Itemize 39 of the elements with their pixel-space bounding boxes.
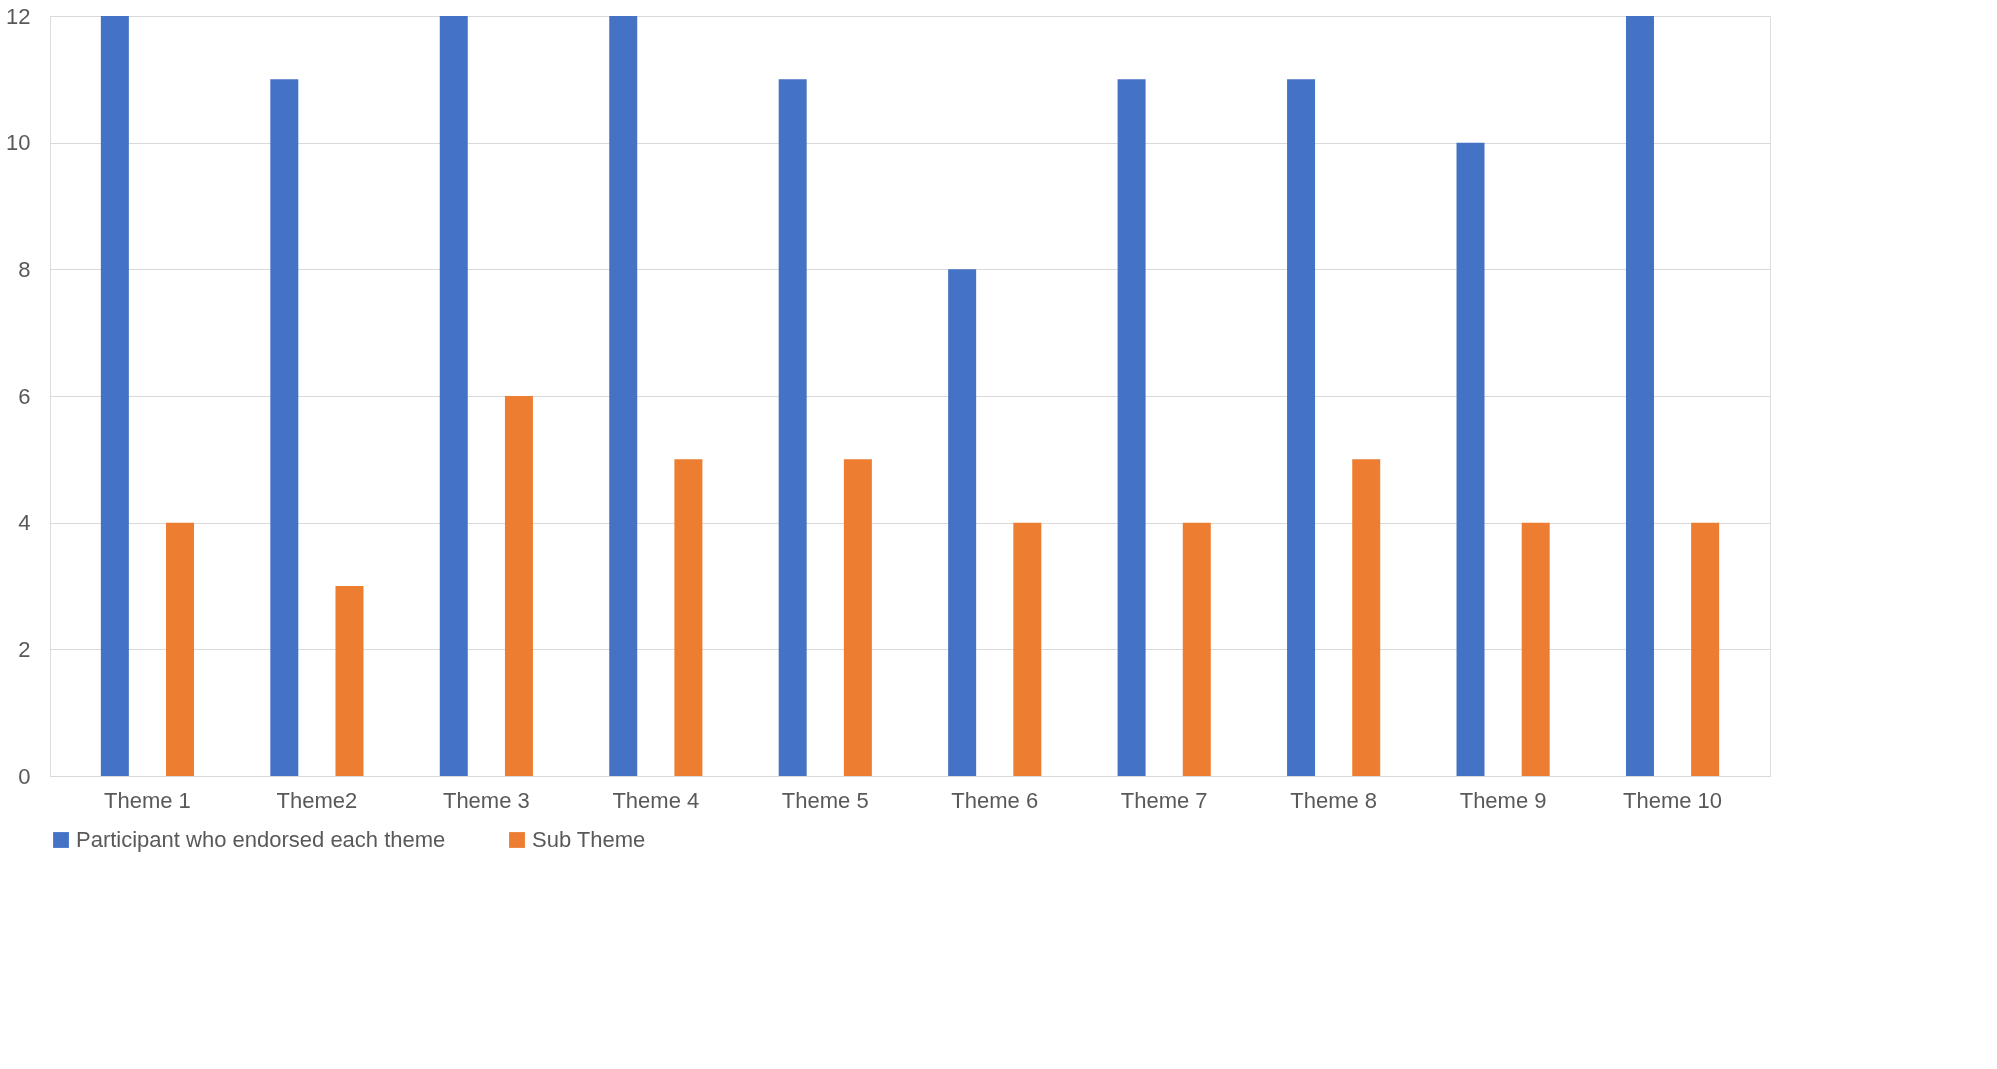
y-tick-label: 12 [6, 3, 31, 29]
bar [843, 459, 872, 776]
bar [1117, 79, 1146, 776]
x-tick-label: Theme2 [276, 787, 358, 813]
bar [1352, 459, 1381, 776]
legend-label: Sub Theme [532, 827, 646, 852]
bar [609, 16, 638, 776]
x-tick-label: Theme 8 [1290, 787, 1378, 813]
x-tick-label: Theme 7 [1120, 787, 1208, 813]
x-tick-label: Theme 3 [442, 787, 530, 813]
x-tick-label: Theme 1 [104, 787, 191, 813]
bar [100, 16, 129, 776]
legend-label: Participant who endorsed each theme [76, 827, 446, 852]
y-tick-label: 10 [6, 130, 31, 156]
x-tick-label: Theme 10 [1623, 787, 1723, 813]
x-tick-label: Theme 4 [612, 787, 700, 813]
y-tick-label: 2 [18, 636, 31, 662]
bar [1182, 522, 1211, 776]
bar [674, 459, 703, 776]
bar [1691, 522, 1720, 776]
x-tick-label: Theme 5 [781, 787, 869, 813]
y-tick-label: 4 [18, 510, 31, 536]
bar [504, 396, 533, 776]
bar [1287, 79, 1316, 776]
y-tick-label: 6 [18, 383, 31, 409]
bar [439, 16, 468, 776]
bar [335, 586, 364, 776]
bar [948, 269, 977, 776]
x-tick-label: Theme 6 [951, 787, 1039, 813]
bar [1456, 142, 1485, 776]
x-tick-label: Theme 9 [1459, 787, 1547, 813]
bar [1521, 522, 1550, 776]
y-tick-label: 0 [18, 763, 31, 789]
bar [1013, 522, 1042, 776]
bar [166, 522, 195, 776]
bar [270, 79, 299, 776]
y-tick-label: 8 [18, 256, 31, 282]
bar [778, 79, 807, 776]
bar [1625, 16, 1654, 776]
